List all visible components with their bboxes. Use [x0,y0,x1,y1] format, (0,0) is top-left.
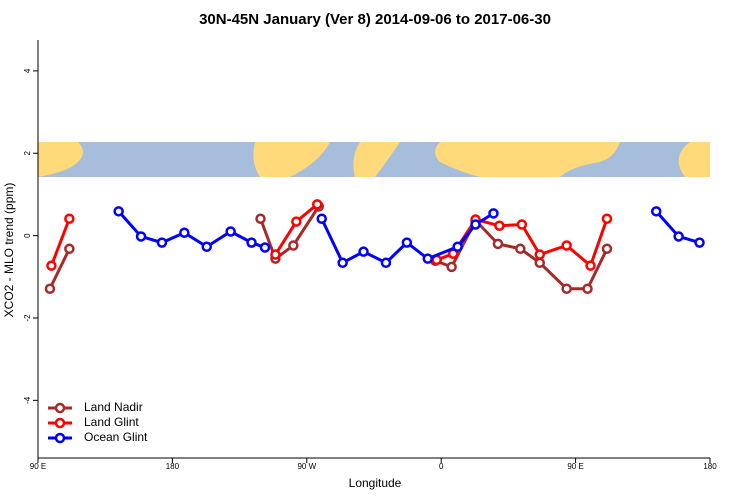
point [156,237,168,248]
x-tick-label: 90 E [30,462,46,471]
point [694,237,705,248]
point [422,253,434,264]
point [225,226,236,237]
point [46,260,57,271]
point [601,243,613,255]
point [470,219,481,230]
point [401,237,413,248]
point [452,241,463,252]
point [488,208,499,219]
legend-label: Land Glint [84,415,139,429]
x-tick-label: 0 [439,462,444,471]
x-tick-label: 90 W [297,462,316,471]
point [515,243,526,255]
point [585,260,596,271]
x-tick-label: 90 E [567,462,583,471]
map-land [678,142,710,177]
legend-marker [54,432,66,444]
legend-marker [54,417,66,429]
point [601,213,613,224]
x-tick-label: 180 [703,462,717,471]
point [561,283,572,294]
point [337,257,348,269]
legend-label: Land Nadir [84,400,143,414]
point [492,238,504,250]
x-tick-label: 180 [166,462,180,471]
point [201,241,212,252]
point [446,261,457,273]
point [288,240,299,251]
point [673,231,684,242]
point [561,240,572,251]
chart-title: 30N-45N January (Ver 8) 2014-09-06 to 20… [199,11,551,28]
point [64,213,75,224]
point [534,249,546,260]
point [316,213,327,224]
point [64,243,75,255]
point [44,283,56,294]
point [358,246,369,257]
point [380,257,392,269]
y-tick-label: 2 [23,150,32,155]
map-land [253,142,330,177]
map-land [38,142,83,177]
point [179,227,190,238]
world-map-band [38,142,710,177]
point [113,206,124,217]
point [246,237,257,248]
x-axis-label: Longitude [349,476,402,490]
point [312,199,323,210]
point [534,257,546,269]
map-land [353,142,400,177]
y-tick-label: -2 [23,314,32,322]
legend-marker [54,402,66,414]
point [582,283,593,294]
legend-label: Ocean Glint [84,430,148,444]
y-tick-label: 4 [23,68,32,73]
y-axis-label: XCO2 - MLO trend (ppm) [2,183,16,318]
point [291,216,302,227]
point [650,206,662,217]
point [516,219,528,230]
point [259,242,271,253]
y-tick-label: 0 [23,233,32,238]
map-land [435,142,620,177]
point [255,213,266,224]
point [494,220,505,231]
series-line [117,210,700,265]
point [135,231,147,242]
y-tick-label: -4 [23,396,32,404]
point [270,249,281,260]
